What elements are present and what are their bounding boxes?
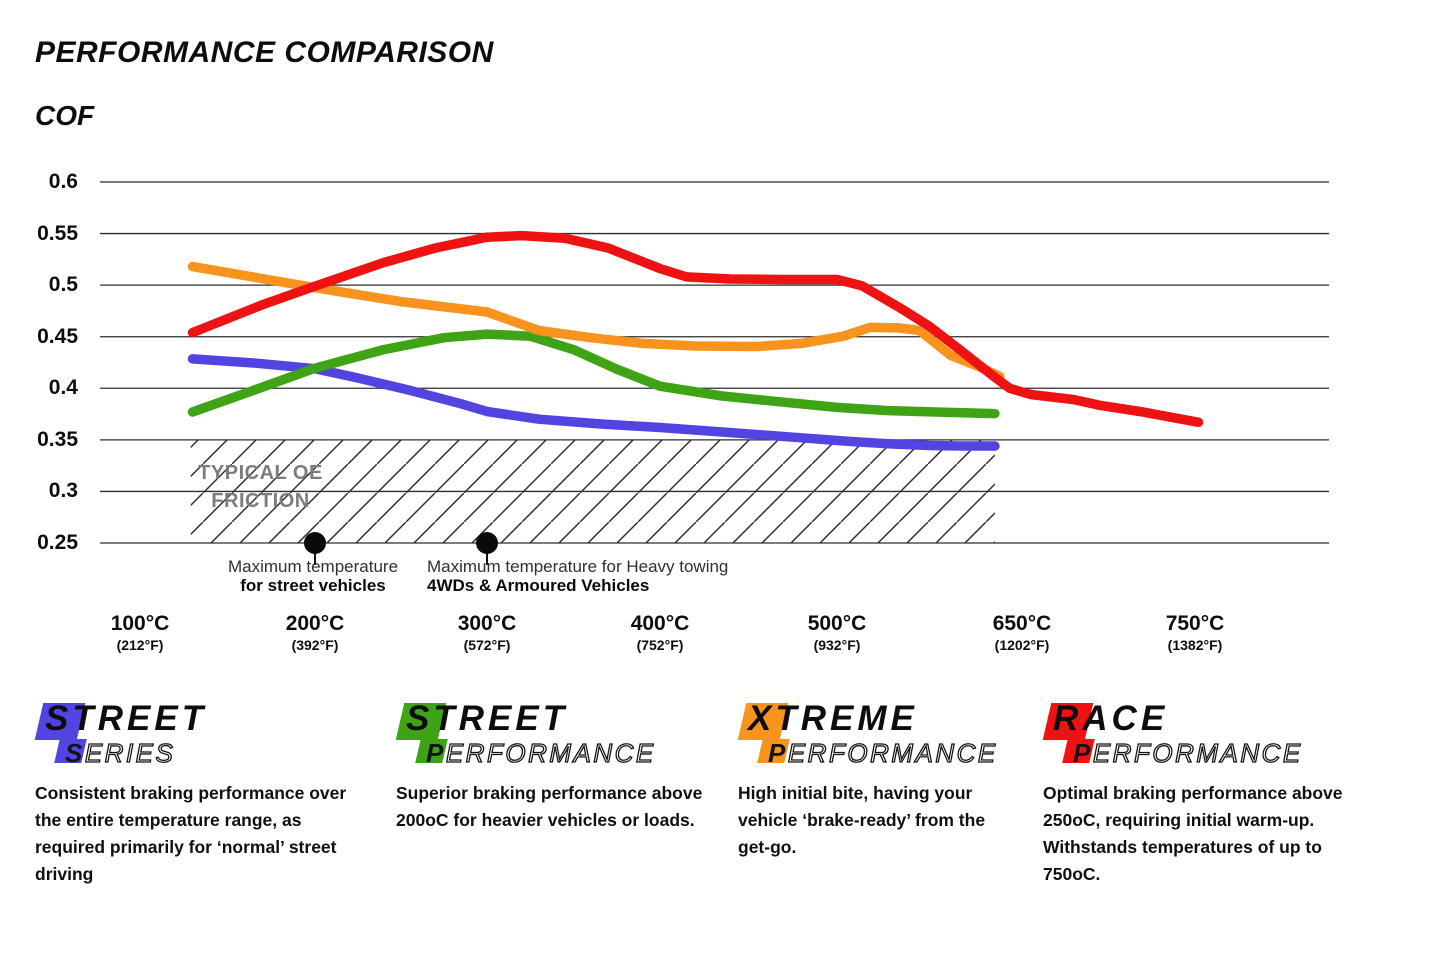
- series-line-race-performance: [187, 230, 1204, 428]
- y-tick-label: 0.3: [48, 479, 78, 503]
- marker-0-line2: for street vehicles: [240, 576, 386, 595]
- oe-label-line2: FRICTION: [211, 490, 310, 512]
- x-tick-fahrenheit: (212°F): [116, 637, 164, 653]
- x-tick-fahrenheit: (932°F): [813, 637, 861, 653]
- x-tick-fahrenheit: (1202°F): [994, 637, 1050, 653]
- y-tick-label: 0.6: [48, 170, 78, 193]
- x-tick-celsius: 400°C: [630, 612, 690, 635]
- legend-street-performance: STREET PERFORMANCE Superior braking perf…: [395, 698, 726, 834]
- street-performance-logo: STREET PERFORMANCE: [395, 698, 726, 770]
- legend-word2: PERFORMANCE: [768, 737, 998, 768]
- y-tick-label: 0.5: [48, 273, 78, 297]
- marker-1-line2: 4WDs & Armoured Vehicles: [427, 576, 650, 595]
- x-tick-celsius: 750°C: [1165, 612, 1225, 635]
- x-tick-celsius: 100°C: [110, 612, 170, 635]
- x-tick-fahrenheit: (1382°F): [1167, 637, 1223, 653]
- legend-word1: RACE: [1053, 699, 1169, 738]
- x-tick-celsius: 650°C: [992, 612, 1052, 635]
- oe-label-line1: TYPICAL OE: [198, 462, 323, 484]
- x-tick-label: 200°C (392°F): [286, 612, 345, 654]
- legend-description: High initial bite, having your vehicle ‘…: [738, 783, 986, 857]
- typical-oe-friction-label: TYPICAL OE FRICTION: [158, 459, 363, 515]
- x-tick-label: 650°C (1202°F): [993, 612, 1052, 654]
- page-title: PERFORMANCE COMPARISON: [35, 36, 494, 69]
- x-tick-label: 400°C (752°F): [631, 612, 690, 654]
- legend-word2: PERFORMANCE: [426, 737, 656, 768]
- x-tick-celsius: 200°C: [285, 612, 345, 635]
- y-tick-label: 0.35: [37, 427, 78, 451]
- y-tick-label: 0.45: [37, 324, 78, 348]
- y-axis-title: COF: [35, 100, 95, 131]
- y-tick-label: 0.25: [37, 531, 78, 554]
- series-line-street-series: [187, 354, 1000, 451]
- x-tick-label: 750°C (1382°F): [1166, 612, 1225, 654]
- legend-xtreme-performance: XTREME PERFORMANCE High initial bite, ha…: [737, 698, 1018, 861]
- legend-word1: STREET: [406, 699, 569, 738]
- marker-1-line1: Maximum temperature for Heavy towing: [427, 557, 729, 576]
- max-temp-marker-dot: [476, 532, 498, 554]
- y-tick-label: 0.4: [48, 376, 78, 400]
- max-temp-heavy-towing-label: Maximum temperature for Heavy towing 4WD…: [427, 557, 728, 595]
- x-tick-celsius: 300°C: [457, 612, 517, 635]
- y-tick-label: 0.55: [37, 221, 78, 245]
- legend-word2: SERIES: [65, 737, 176, 768]
- x-tick-celsius: 500°C: [807, 612, 867, 635]
- series-line-street-performance: [187, 329, 1000, 419]
- xtreme-performance-logo: XTREME PERFORMANCE: [737, 698, 1018, 770]
- legend-description: Superior braking performance above 200oC…: [396, 783, 703, 830]
- marker-0-line1: Maximum temperature: [227, 557, 399, 576]
- legend-word1: XTREME: [748, 699, 918, 738]
- x-tick-label: 300°C (572°F): [458, 612, 517, 654]
- x-tick-fahrenheit: (572°F): [463, 637, 511, 653]
- legend-street-series: STREET SERIES Consistent braking perform…: [34, 698, 370, 888]
- legend-word1: STREET: [45, 699, 208, 738]
- legend-description: Optimal braking performance above 250oC,…: [1043, 783, 1343, 884]
- x-tick-label: 500°C (932°F): [808, 612, 867, 654]
- x-tick-fahrenheit: (752°F): [636, 637, 684, 653]
- race-performance-logo: RACE PERFORMANCE: [1042, 698, 1373, 770]
- legend-description: Consistent braking performance over the …: [35, 783, 347, 884]
- max-temp-street-vehicles-label: Maximum temperature for street vehicles: [228, 557, 398, 595]
- x-tick-label: 100°C (212°F): [111, 612, 170, 654]
- series-line-xtreme-performance: [187, 261, 1005, 382]
- x-tick-fahrenheit: (392°F): [291, 637, 339, 653]
- legend-word2: PERFORMANCE: [1073, 737, 1303, 768]
- max-temp-marker-dot: [304, 532, 326, 554]
- street-series-logo: STREET SERIES: [34, 698, 370, 770]
- legend-race-performance: RACE PERFORMANCE Optimal braking perform…: [1042, 698, 1373, 888]
